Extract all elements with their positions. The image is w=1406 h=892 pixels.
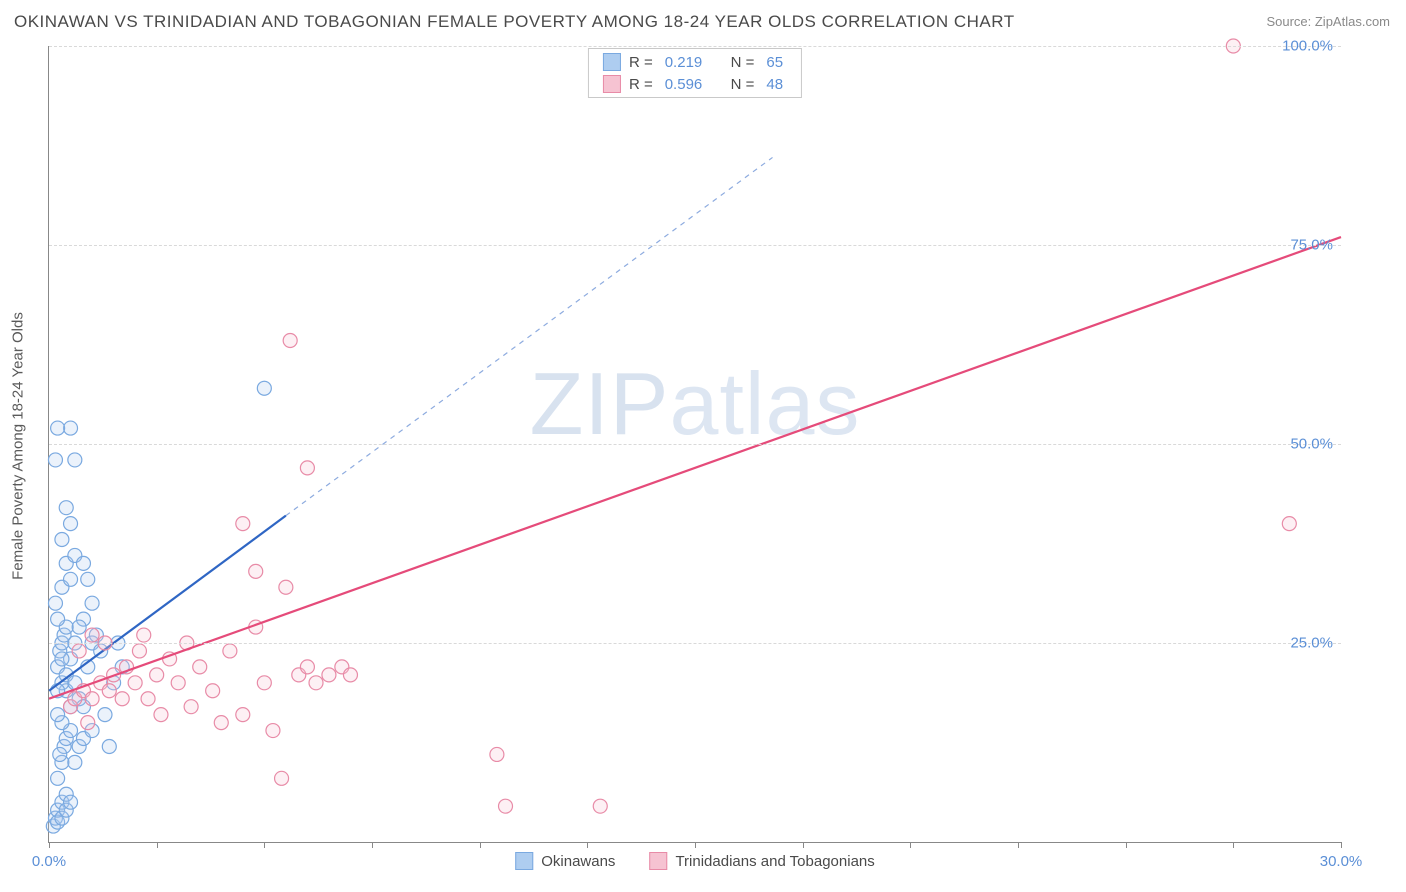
series-name: Okinawans bbox=[541, 853, 615, 870]
r-label: R = bbox=[629, 76, 653, 93]
chart-title: OKINAWAN VS TRINIDADIAN AND TOBAGONIAN F… bbox=[14, 12, 1015, 32]
correlation-legend: R = 0.219 N = 65 R = 0.596 N = 48 bbox=[588, 48, 802, 98]
r-label: R = bbox=[629, 54, 653, 71]
source-label: Source: ZipAtlas.com bbox=[1266, 14, 1390, 29]
legend-row-trinidadians: R = 0.596 N = 48 bbox=[589, 73, 801, 95]
y-tick-label: 75.0% bbox=[1290, 237, 1333, 254]
swatch-okinawans bbox=[515, 852, 533, 870]
series-legend: Okinawans Trinidadians and Tobagonians bbox=[515, 852, 875, 870]
swatch-trinidadians bbox=[649, 852, 667, 870]
y-tick-label: 50.0% bbox=[1290, 436, 1333, 453]
swatch-trinidadians bbox=[603, 75, 621, 93]
plot-area: ZIPatlas R = 0.219 N = 65 R = 0.596 N = … bbox=[48, 46, 1341, 843]
n-value: 65 bbox=[766, 54, 783, 71]
y-tick-label: 100.0% bbox=[1282, 38, 1333, 55]
x-tick-label: 0.0% bbox=[32, 853, 66, 870]
swatch-okinawans bbox=[603, 53, 621, 71]
legend-item-okinawans: Okinawans bbox=[515, 852, 615, 870]
r-value: 0.219 bbox=[665, 54, 703, 71]
r-value: 0.596 bbox=[665, 76, 703, 93]
n-label: N = bbox=[731, 76, 755, 93]
x-tick-label: 30.0% bbox=[1320, 853, 1363, 870]
y-tick-label: 25.0% bbox=[1290, 635, 1333, 652]
n-value: 48 bbox=[766, 76, 783, 93]
legend-item-trinidadians: Trinidadians and Tobagonians bbox=[649, 852, 874, 870]
n-label: N = bbox=[731, 54, 755, 71]
legend-row-okinawans: R = 0.219 N = 65 bbox=[589, 51, 801, 73]
series-name: Trinidadians and Tobagonians bbox=[675, 853, 874, 870]
y-axis-label: Female Poverty Among 18-24 Year Olds bbox=[10, 312, 27, 580]
